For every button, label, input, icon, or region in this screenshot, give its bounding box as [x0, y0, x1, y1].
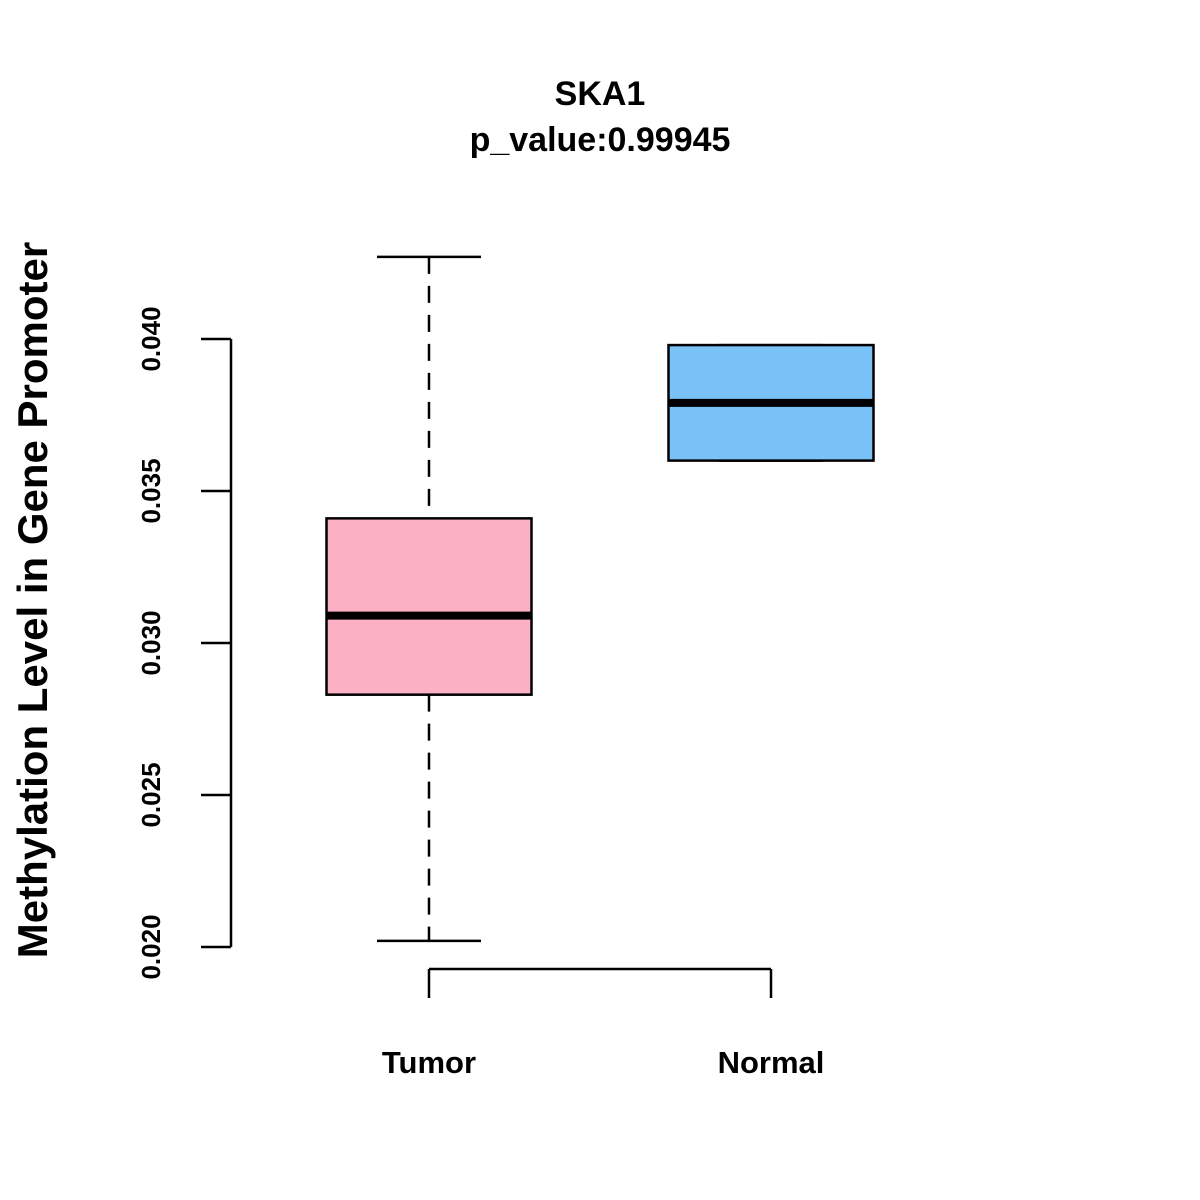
iqr-box — [325, 517, 533, 696]
box-normal — [667, 343, 875, 462]
x-axis: Tumor Normal — [382, 967, 825, 1080]
x-tick-label: Normal — [718, 1045, 825, 1080]
x-tick-label: Tumor — [382, 1045, 476, 1080]
y-tick-label: 0.025 — [136, 762, 166, 827]
y-axis-label: Methylation Level in Gene Promoter — [9, 242, 56, 958]
chart-title: SKA1 — [555, 75, 646, 113]
chart-subtitle: p_value:0.99945 — [470, 121, 731, 159]
y-tick-label: 0.040 — [136, 306, 166, 371]
box-tumor — [325, 255, 533, 943]
boxes — [325, 255, 875, 943]
y-tick-label: 0.030 — [136, 610, 166, 675]
y-axis: 0.020 0.025 0.030 0.035 0.040 — [136, 306, 233, 980]
y-tick-label: 0.035 — [136, 458, 166, 523]
y-tick-label: 0.020 — [136, 914, 166, 979]
